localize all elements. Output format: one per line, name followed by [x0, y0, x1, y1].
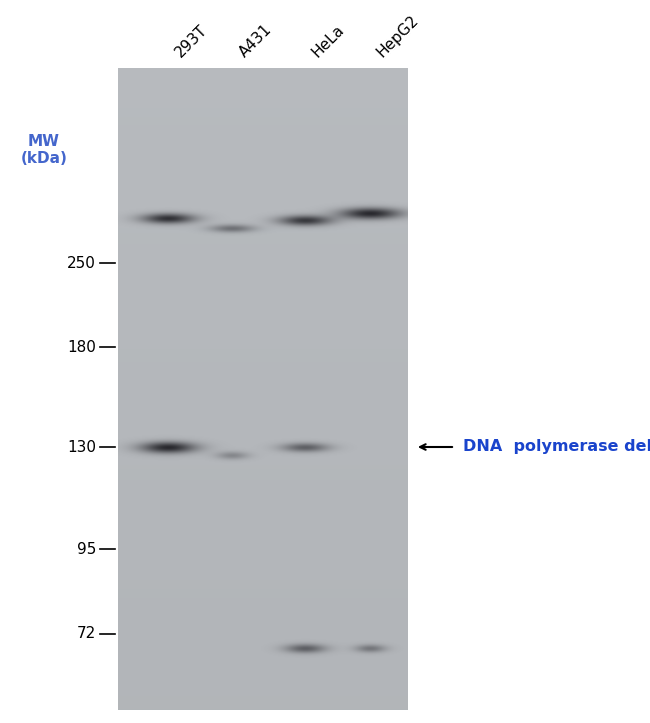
Text: 293T: 293T [172, 22, 210, 60]
Text: HepG2: HepG2 [374, 12, 422, 60]
Text: 72: 72 [77, 627, 96, 641]
Text: DNA  polymerase delta: DNA polymerase delta [463, 440, 650, 455]
Text: 180: 180 [67, 340, 96, 354]
Text: 95: 95 [77, 542, 96, 557]
Text: 130: 130 [67, 440, 96, 455]
Text: HeLa: HeLa [309, 22, 347, 60]
Text: 250: 250 [67, 255, 96, 270]
Text: A431: A431 [236, 22, 274, 60]
Text: MW
(kDa): MW (kDa) [21, 134, 68, 166]
